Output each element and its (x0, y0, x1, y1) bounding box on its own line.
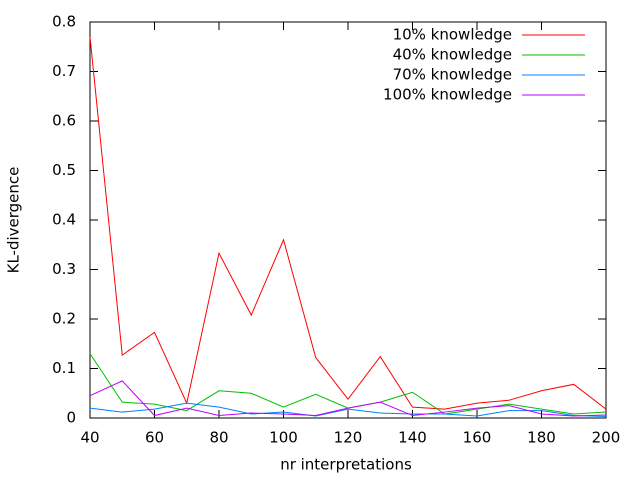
series-line (89, 402, 607, 418)
y-tick-label: 0.3 (52, 260, 76, 278)
y-tick-label: 0.5 (52, 161, 76, 179)
x-tick-label: 60 (145, 429, 164, 447)
x-tick-label: 160 (463, 429, 492, 447)
x-tick-label: 200 (592, 429, 621, 447)
series-line (89, 353, 607, 415)
y-tick-label: 0.1 (52, 359, 76, 377)
y-tick-label: 0.2 (52, 310, 76, 328)
legend-label: 100% knowledge (383, 86, 512, 104)
y-tick-label: 0.8 (52, 13, 76, 31)
y-tick-label: 0.6 (52, 112, 76, 130)
x-tick-label: 80 (209, 429, 228, 447)
y-tick-label: 0.7 (52, 62, 76, 80)
series-line (89, 380, 607, 417)
x-tick-label: 120 (334, 429, 363, 447)
plot-border (89, 21, 607, 419)
x-tick-label: 140 (398, 429, 427, 447)
x-tick-label: 100 (269, 429, 298, 447)
legend-label: 40% knowledge (393, 46, 512, 64)
y-tick-label: 0.4 (52, 211, 76, 229)
legend-label: 10% knowledge (393, 26, 512, 44)
y-axis-label: KL-divergence (5, 167, 23, 274)
x-tick-label: 180 (527, 429, 556, 447)
y-tick-label: 0 (66, 409, 76, 427)
x-axis-label: nr interpretations (280, 456, 412, 474)
series-line (89, 36, 607, 410)
x-tick-label: 40 (80, 429, 99, 447)
legend-label: 70% knowledge (393, 66, 512, 84)
